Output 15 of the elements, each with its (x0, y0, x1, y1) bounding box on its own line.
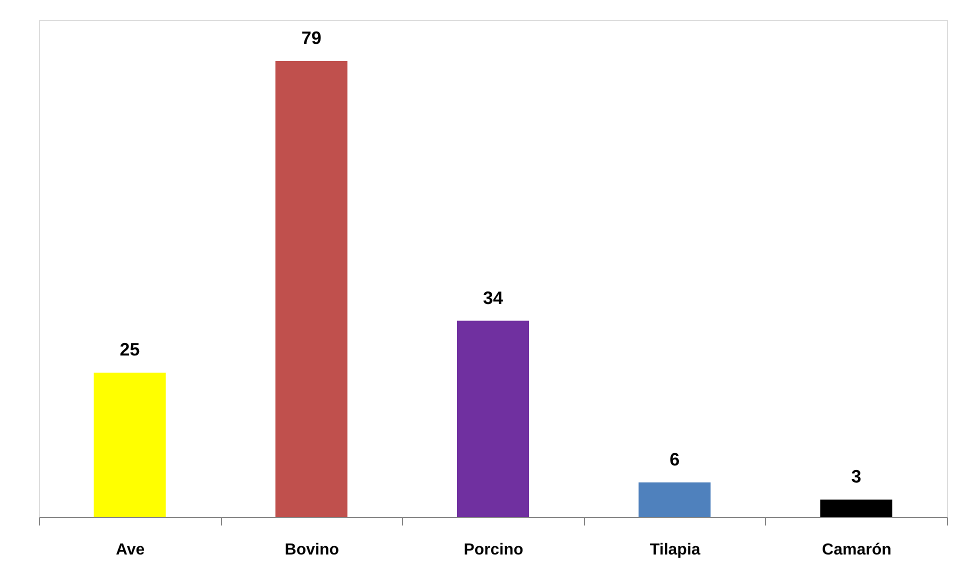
data-label: 79 (301, 28, 322, 48)
x-tick-label: Ave (116, 542, 145, 558)
bar (457, 320, 529, 517)
bar (94, 372, 166, 517)
x-tick-label: Tilapia (650, 542, 700, 558)
data-label: 34 (482, 288, 504, 308)
bar (275, 61, 348, 517)
x-tick-label: Porcino (464, 542, 524, 558)
data-label: 3 (851, 466, 862, 487)
bar (638, 482, 711, 517)
data-label: 25 (120, 340, 140, 360)
x-tick-label: Bovino (284, 542, 340, 558)
bar (820, 500, 892, 517)
data-label: 6 (670, 449, 680, 470)
x-tick-label: Camarón (822, 542, 892, 558)
